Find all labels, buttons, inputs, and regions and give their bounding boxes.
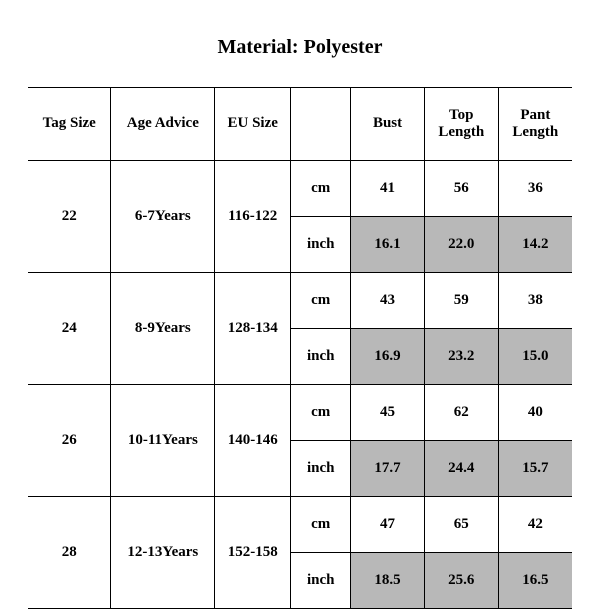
cell-unit-cm: cm (291, 385, 351, 441)
cell-unit-cm: cm (291, 273, 351, 329)
cell-top-cm: 65 (424, 497, 498, 553)
cell-unit-inch: inch (291, 553, 351, 609)
cell-tag: 28 (28, 497, 111, 609)
col-top-length: Top Length (424, 88, 498, 161)
cell-pant-cm: 36 (498, 161, 572, 217)
cell-top-cm: 59 (424, 273, 498, 329)
cell-age: 12-13Years (111, 497, 215, 609)
size-chart-table: Tag Size Age Advice EU Size Bust Top Len… (28, 87, 572, 609)
col-eu-size: EU Size (215, 88, 291, 161)
table-row: 28 12-13Years 152-158 cm 47 65 42 (28, 497, 572, 553)
cell-unit-inch: inch (291, 217, 351, 273)
col-bust: Bust (351, 88, 425, 161)
table-row: 22 6-7Years 116-122 cm 41 56 36 (28, 161, 572, 217)
col-unit (291, 88, 351, 161)
col-age-advice: Age Advice (111, 88, 215, 161)
page-title: Material: Polyester (28, 36, 572, 59)
cell-unit-inch: inch (291, 329, 351, 385)
cell-top-inch: 22.0 (424, 217, 498, 273)
cell-age: 10-11Years (111, 385, 215, 497)
cell-tag: 26 (28, 385, 111, 497)
cell-eu: 128-134 (215, 273, 291, 385)
table-header-row: Tag Size Age Advice EU Size Bust Top Len… (28, 88, 572, 161)
table-row: 24 8-9Years 128-134 cm 43 59 38 (28, 273, 572, 329)
cell-bust-cm: 41 (351, 161, 425, 217)
cell-unit-inch: inch (291, 441, 351, 497)
cell-top-inch: 24.4 (424, 441, 498, 497)
cell-eu: 116-122 (215, 161, 291, 273)
cell-bust-cm: 45 (351, 385, 425, 441)
cell-eu: 152-158 (215, 497, 291, 609)
cell-pant-inch: 16.5 (498, 553, 572, 609)
cell-pant-cm: 42 (498, 497, 572, 553)
cell-eu: 140-146 (215, 385, 291, 497)
cell-age: 8-9Years (111, 273, 215, 385)
cell-top-inch: 23.2 (424, 329, 498, 385)
cell-bust-cm: 47 (351, 497, 425, 553)
col-top-length-l1: Top (425, 107, 498, 124)
cell-bust-inch: 18.5 (351, 553, 425, 609)
cell-top-inch: 25.6 (424, 553, 498, 609)
cell-pant-inch: 15.7 (498, 441, 572, 497)
cell-bust-cm: 43 (351, 273, 425, 329)
cell-tag: 22 (28, 161, 111, 273)
cell-top-cm: 62 (424, 385, 498, 441)
cell-unit-cm: cm (291, 497, 351, 553)
cell-pant-inch: 15.0 (498, 329, 572, 385)
cell-bust-inch: 16.1 (351, 217, 425, 273)
cell-bust-inch: 17.7 (351, 441, 425, 497)
cell-age: 6-7Years (111, 161, 215, 273)
table-row: 26 10-11Years 140-146 cm 45 62 40 (28, 385, 572, 441)
col-top-length-l2: Length (425, 124, 498, 141)
col-pant-length: Pant Length (498, 88, 572, 161)
col-pant-length-l1: Pant (499, 107, 572, 124)
cell-tag: 24 (28, 273, 111, 385)
page: Material: Polyester Tag Size Age Advice … (0, 0, 600, 600)
cell-top-cm: 56 (424, 161, 498, 217)
cell-pant-inch: 14.2 (498, 217, 572, 273)
cell-pant-cm: 40 (498, 385, 572, 441)
col-pant-length-l2: Length (499, 124, 572, 141)
col-tag-size: Tag Size (28, 88, 111, 161)
cell-unit-cm: cm (291, 161, 351, 217)
cell-bust-inch: 16.9 (351, 329, 425, 385)
cell-pant-cm: 38 (498, 273, 572, 329)
